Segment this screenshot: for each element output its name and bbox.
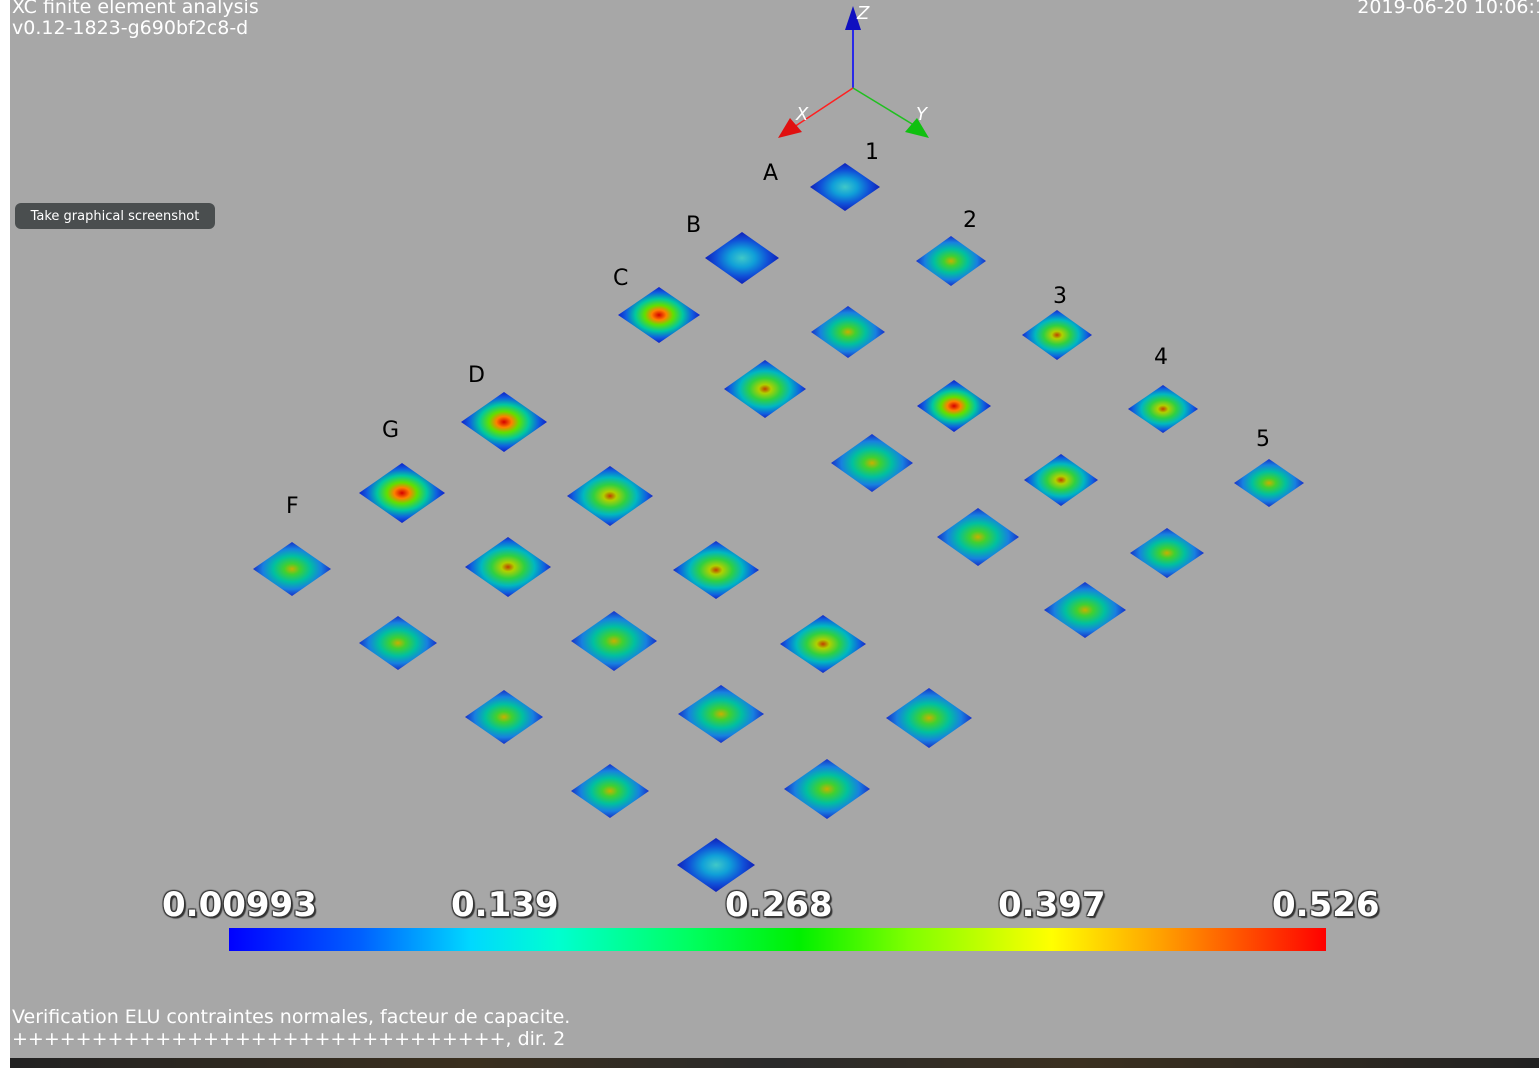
- timestamp: 2019-06-20 10:06:1: [1357, 0, 1539, 18]
- app-title: XC finite element analysis: [12, 0, 259, 18]
- grid-label-g: G: [382, 418, 399, 443]
- plate-element: [705, 232, 779, 284]
- plate-element: [618, 287, 700, 343]
- plate-element: [359, 463, 445, 523]
- plate-element: [1044, 582, 1126, 638]
- grid-label-d: D: [468, 363, 485, 388]
- colorbar: [229, 928, 1326, 951]
- plate-element: [780, 615, 866, 673]
- plate-element: [571, 611, 657, 671]
- colorbar-label-3: 0.268: [725, 885, 833, 925]
- plate-element: [359, 616, 437, 670]
- grid-label-2: 2: [963, 208, 977, 233]
- plate-element: [1022, 310, 1092, 360]
- plate-element: [810, 163, 880, 211]
- caption-title: Verification ELU contraintes normales, f…: [12, 1006, 571, 1028]
- plate-element: [1130, 528, 1204, 578]
- grid-label-f: F: [286, 494, 299, 519]
- plate-element: [916, 236, 986, 286]
- render-viewport[interactable]: XC finite element analysis v0.12-1823-g6…: [10, 0, 1539, 1058]
- plate-element: [1024, 454, 1098, 506]
- grid-label-4: 4: [1154, 345, 1168, 370]
- plate-element: [673, 541, 759, 599]
- y-axis-arrow-icon: [905, 118, 929, 138]
- plate-element: [253, 542, 331, 596]
- grid-label-b: B: [686, 213, 701, 238]
- grid-label-1: 1: [865, 140, 879, 165]
- plate-element: [1128, 385, 1198, 433]
- z-axis-arrow-icon: [845, 6, 861, 30]
- plate-element: [784, 759, 870, 819]
- grid-labels: A B C D G F 1 2 3 4 5: [286, 140, 1270, 519]
- element-plates: [253, 163, 1304, 892]
- plate-element: [724, 360, 806, 418]
- plate-element: [567, 466, 653, 526]
- x-axis-arrow-icon: [778, 118, 802, 138]
- plate-element: [811, 306, 885, 358]
- app-version: v0.12-1823-g690bf2c8-d: [12, 17, 249, 39]
- grid-label-c: C: [613, 266, 628, 291]
- caption-subtitle: +++++++++++++++++++++++++++++++, dir. 2: [12, 1028, 566, 1050]
- y-axis-label: Y: [916, 104, 929, 125]
- plate-element: [886, 688, 972, 748]
- plate-element: [1234, 459, 1304, 507]
- colorbar-label-4: 0.397: [998, 885, 1106, 925]
- plate-element: [917, 380, 991, 432]
- plate-element: [465, 537, 551, 597]
- x-axis-label: X: [795, 104, 809, 125]
- x-axis-line: [793, 87, 854, 128]
- plate-element: [677, 838, 755, 892]
- y-axis-line: [852, 87, 918, 128]
- plate-element: [937, 508, 1019, 566]
- model-scene: Z X Y A B C D G F 1 2 3 4 5: [253, 3, 1304, 892]
- grid-label-5: 5: [1256, 427, 1270, 452]
- plate-element: [461, 392, 547, 452]
- take-screenshot-button[interactable]: Take graphical screenshot: [15, 203, 215, 229]
- axes-triad: Z X Y: [778, 3, 929, 138]
- colorbar-label-max: 0.526: [1272, 885, 1380, 925]
- bottom-strip: [10, 1058, 1539, 1068]
- plate-element: [831, 434, 913, 492]
- plate-element: [465, 690, 543, 744]
- grid-label-3: 3: [1053, 284, 1067, 309]
- colorbar-label-2: 0.139: [451, 885, 559, 925]
- grid-label-a: A: [763, 161, 778, 186]
- plate-element: [678, 685, 764, 743]
- plate-element: [571, 764, 649, 818]
- colorbar-label-min: 0.00993: [162, 885, 317, 925]
- z-axis-label: Z: [856, 3, 870, 24]
